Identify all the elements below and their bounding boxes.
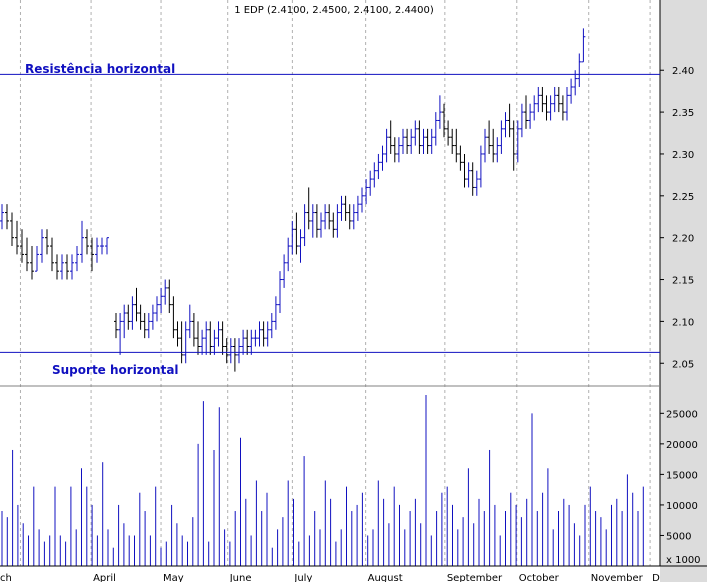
month-label: ch bbox=[0, 573, 12, 582]
volume-tick-label: 25000 bbox=[666, 409, 698, 420]
month-label: September bbox=[447, 573, 503, 582]
price-tick-label: 2.15 bbox=[672, 276, 694, 287]
grid-layer bbox=[19, 0, 651, 566]
price-tick-label: 2.20 bbox=[672, 234, 694, 245]
resistance-label: Resistência horizontal bbox=[25, 62, 175, 76]
volume-tick-label: 10000 bbox=[666, 501, 698, 512]
month-label: May bbox=[163, 573, 184, 582]
month-label: D bbox=[652, 573, 660, 582]
volume-tick-label: 20000 bbox=[666, 440, 698, 451]
month-label: November bbox=[591, 573, 644, 582]
price-tick-label: 2.10 bbox=[672, 317, 694, 328]
price-tick-label: 2.40 bbox=[672, 66, 694, 77]
volume-tick-label: 15000 bbox=[666, 470, 698, 481]
volume-unit-label: x 1000 bbox=[666, 555, 701, 566]
price-tick-label: 2.05 bbox=[672, 359, 694, 370]
price-tick-label: 2.30 bbox=[672, 150, 694, 161]
month-label: June bbox=[229, 573, 252, 582]
support-label: Suporte horizontal bbox=[52, 363, 179, 377]
volume-tick-label: 5000 bbox=[666, 531, 691, 542]
chart-title: 1 EDP (2.4100, 2.4500, 2.4100, 2.4400) bbox=[234, 5, 434, 16]
month-label: October bbox=[519, 573, 560, 582]
price-tick-label: 2.25 bbox=[672, 192, 694, 203]
price-bars bbox=[0, 28, 586, 372]
right-axis-panel bbox=[660, 0, 707, 582]
volume-bars bbox=[1, 395, 644, 566]
month-label: August bbox=[368, 573, 403, 582]
price-tick-label: 2.35 bbox=[672, 108, 694, 119]
month-label: July bbox=[293, 573, 312, 582]
month-label: April bbox=[93, 573, 116, 582]
